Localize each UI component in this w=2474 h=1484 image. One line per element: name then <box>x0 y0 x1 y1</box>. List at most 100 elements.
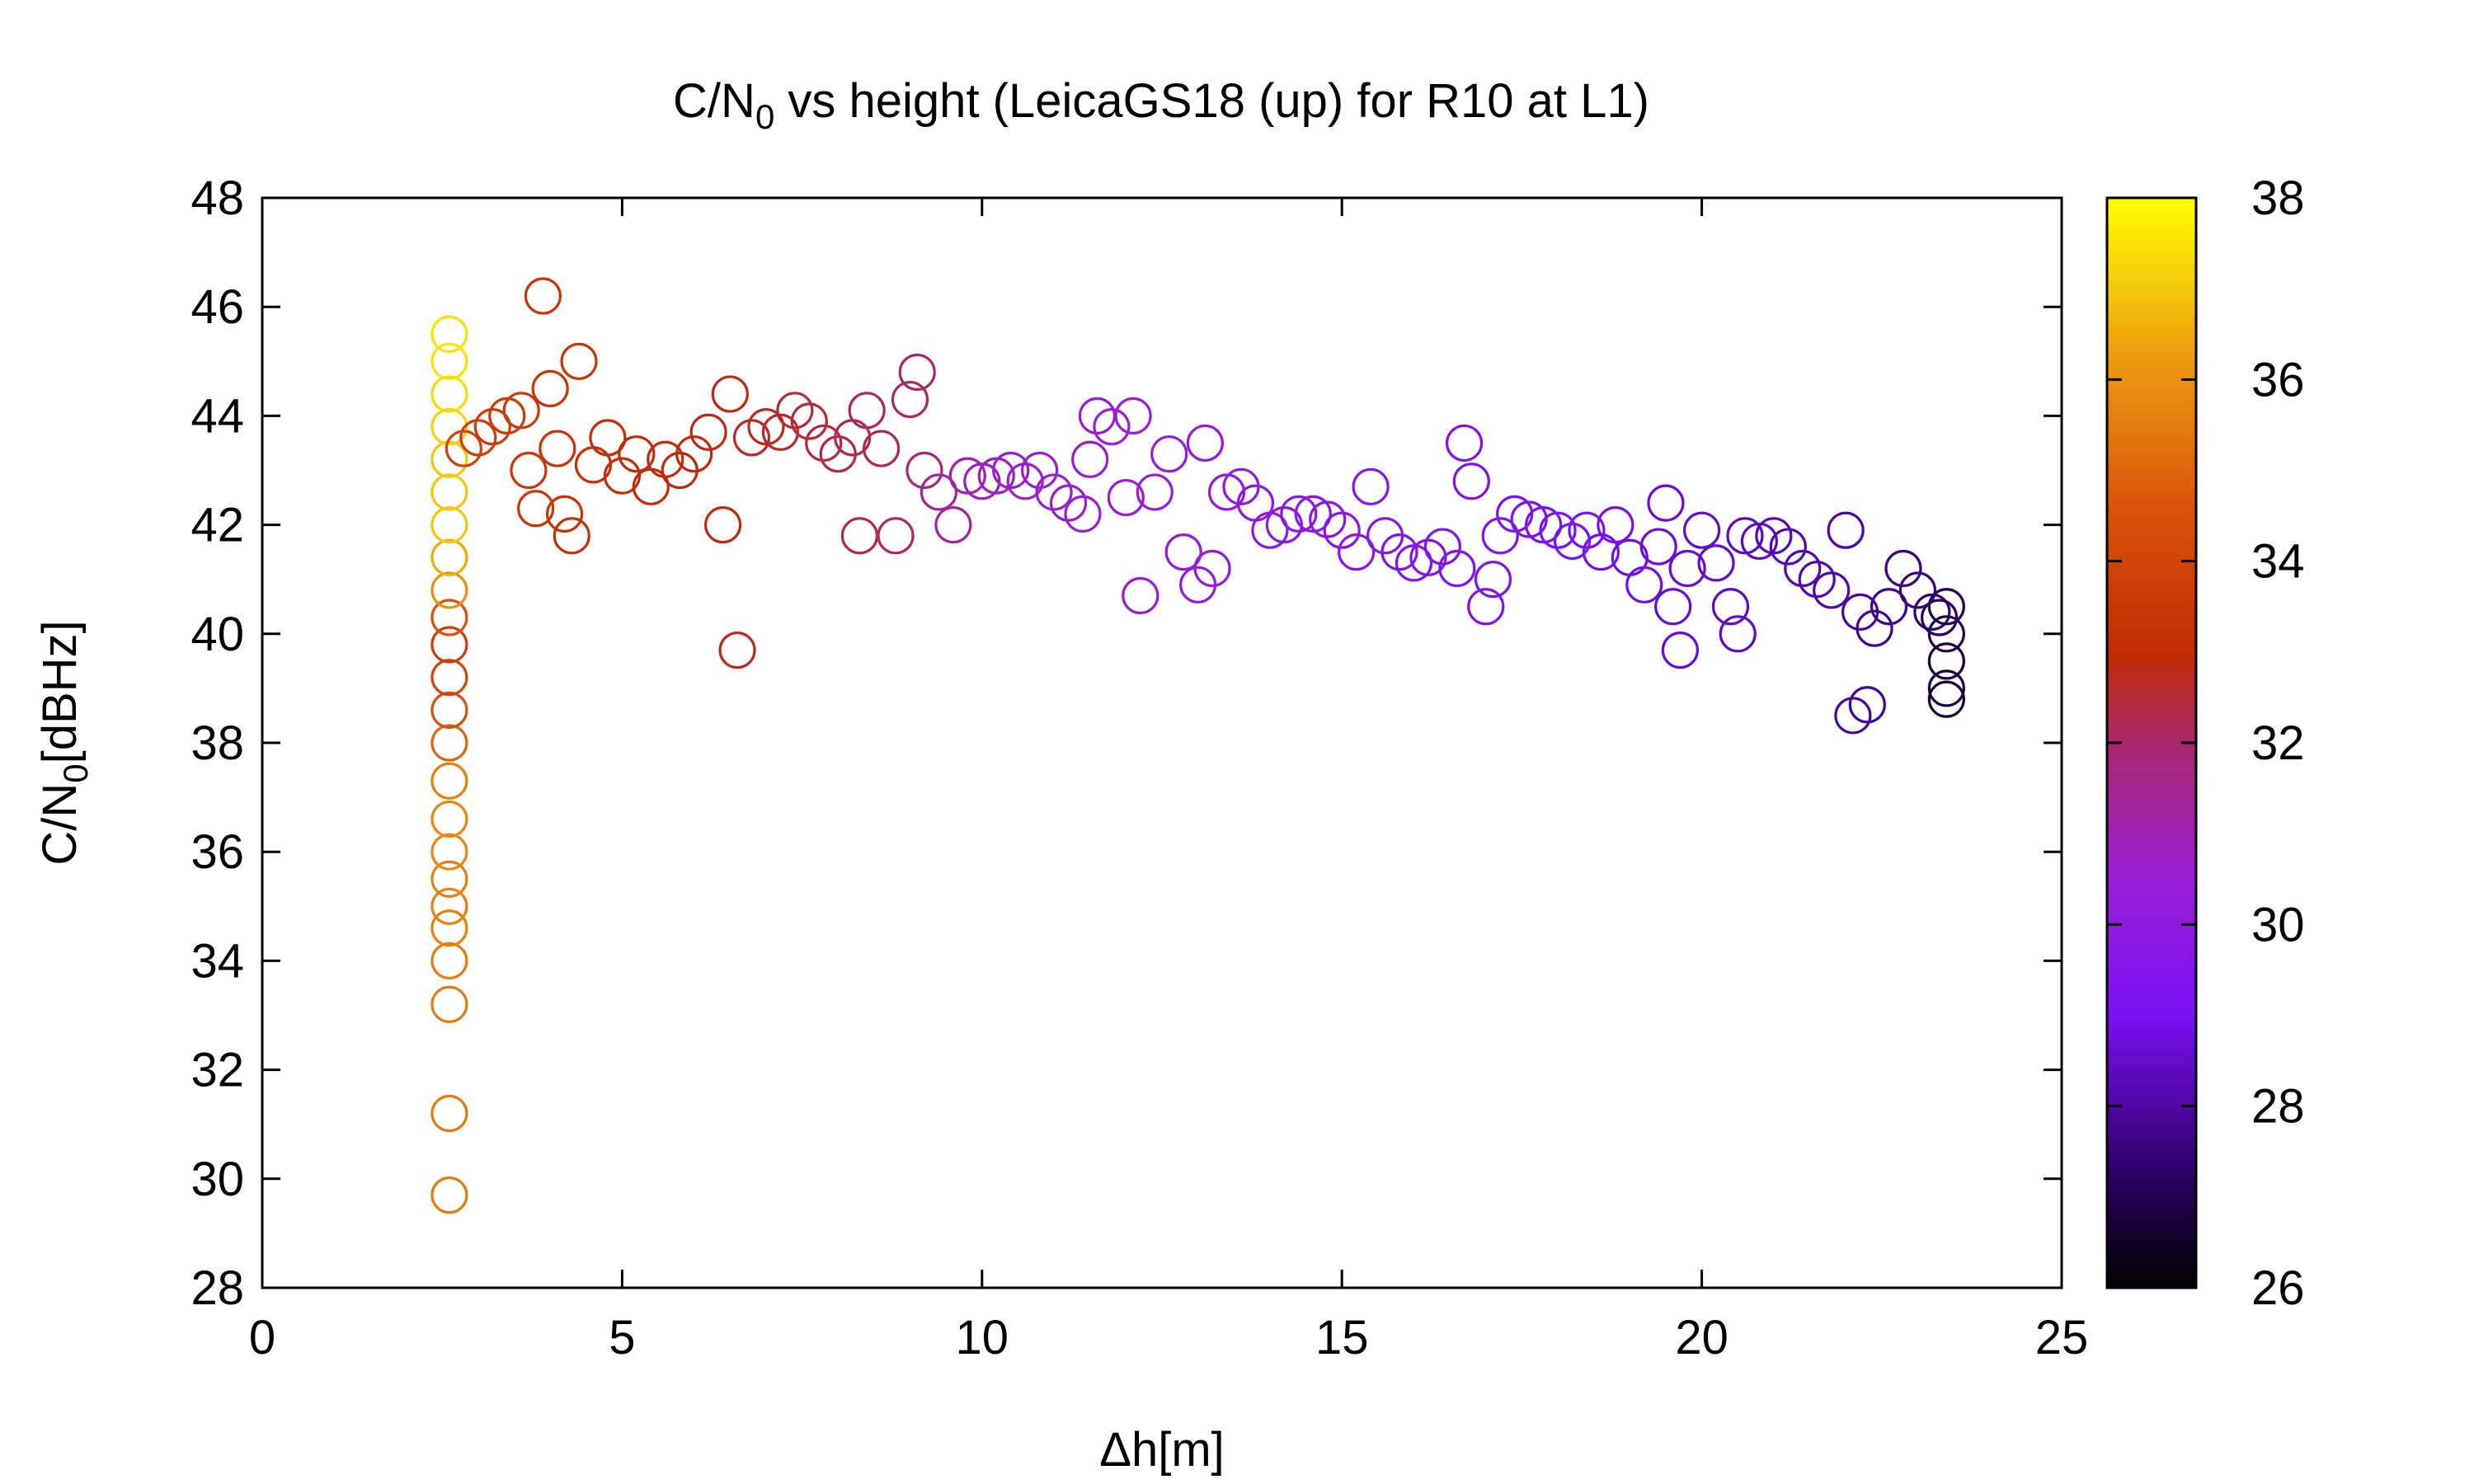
data-point <box>992 451 1030 490</box>
data-point <box>1654 588 1692 626</box>
data-point <box>877 517 915 555</box>
chart-title: C/N0 vs height (LeicaGS18 (up) for R10 a… <box>673 74 1649 136</box>
data-point <box>430 440 468 478</box>
data-point <box>430 626 468 664</box>
colorbar-tick-label: 38 <box>2251 171 2305 225</box>
data-point <box>1280 495 1318 533</box>
data-point <box>1309 500 1347 538</box>
data-point <box>1827 511 1865 549</box>
data-point <box>603 457 642 495</box>
data-point <box>934 505 972 544</box>
data-point <box>430 942 468 980</box>
plot-frame <box>261 196 2063 1289</box>
data-point <box>1071 440 1109 478</box>
data-point <box>891 380 929 419</box>
data-point <box>1597 505 1634 544</box>
data-point <box>1927 615 1965 653</box>
data-point <box>1726 517 1764 555</box>
y-tick-label: 48 <box>190 171 244 225</box>
data-point <box>1568 511 1606 549</box>
data-point <box>1639 528 1677 566</box>
data-point <box>1813 571 1851 609</box>
x-tick-label: 25 <box>2035 1311 2089 1364</box>
data-point <box>1150 435 1188 473</box>
y-axis-label: C/N0[dBHz] <box>33 620 95 865</box>
data-point <box>1035 473 1073 511</box>
data-point <box>430 505 468 544</box>
data-point <box>1265 505 1303 544</box>
data-point <box>430 909 468 947</box>
data-point <box>1251 511 1289 549</box>
y-tick-label: 40 <box>190 608 244 661</box>
colorbar-tick-label: 30 <box>2251 898 2305 951</box>
data-point <box>1697 544 1735 582</box>
data-point <box>1323 511 1361 549</box>
data-points <box>430 277 1965 1214</box>
data-point <box>1107 478 1145 517</box>
data-point <box>430 860 468 898</box>
data-point <box>1524 505 1563 544</box>
data-point <box>1784 549 1822 588</box>
data-point <box>430 887 468 925</box>
data-point <box>545 495 584 533</box>
data-point <box>1668 549 1706 588</box>
y-tick-label: 42 <box>190 499 244 552</box>
y-tick-label: 36 <box>190 825 244 879</box>
data-point <box>863 430 901 467</box>
data-point <box>502 392 540 430</box>
data-point <box>1021 451 1059 490</box>
data-point <box>1927 642 1965 680</box>
data-point <box>1452 463 1490 500</box>
data-point <box>1719 615 1757 653</box>
data-point <box>1006 463 1044 500</box>
y-tick-label: 32 <box>190 1044 244 1097</box>
colorbar-tick-label: 32 <box>2251 716 2305 770</box>
data-point <box>1913 593 1951 631</box>
data-point <box>840 517 879 555</box>
data-point <box>776 392 814 430</box>
data-point <box>589 419 627 457</box>
data-point <box>1625 566 1663 603</box>
data-point <box>430 342 468 380</box>
data-point <box>1294 495 1332 533</box>
x-tick-label: 15 <box>1315 1311 1369 1364</box>
data-point <box>1207 473 1246 511</box>
data-point <box>524 277 562 315</box>
data-point <box>430 408 468 446</box>
data-point <box>430 800 468 838</box>
data-point <box>1352 467 1390 505</box>
data-point <box>1474 561 1512 599</box>
data-point <box>430 473 468 511</box>
axis-ticks: 0 5 10 15 20 25 28 30 32 34 36 38 40 42 44 46 48 <box>190 171 2088 1364</box>
x-tick-label: 10 <box>956 1311 1009 1364</box>
data-point <box>1927 680 1965 718</box>
y-tick-label: 28 <box>190 1261 244 1315</box>
data-point <box>1136 473 1174 511</box>
data-point <box>430 659 468 697</box>
data-point <box>711 375 749 413</box>
data-point <box>1049 484 1088 522</box>
data-point <box>430 571 468 609</box>
data-point <box>1884 549 1922 588</box>
data-point <box>553 517 590 555</box>
data-point <box>1740 522 1779 561</box>
data-point <box>948 457 986 495</box>
data-point <box>675 435 713 473</box>
data-point <box>1122 576 1159 615</box>
data-point <box>517 490 555 528</box>
data-point <box>1510 500 1548 538</box>
data-point <box>618 435 656 473</box>
data-point <box>1467 588 1505 626</box>
data-point <box>430 833 468 871</box>
data-point <box>747 408 785 446</box>
data-point <box>1395 544 1433 582</box>
data-point <box>1481 517 1519 555</box>
data-point <box>1186 424 1224 463</box>
data-point <box>1798 561 1836 599</box>
data-point <box>531 369 569 407</box>
data-point <box>1870 588 1908 626</box>
data-point <box>689 413 727 451</box>
data-point <box>430 599 468 636</box>
data-point <box>1647 484 1685 522</box>
